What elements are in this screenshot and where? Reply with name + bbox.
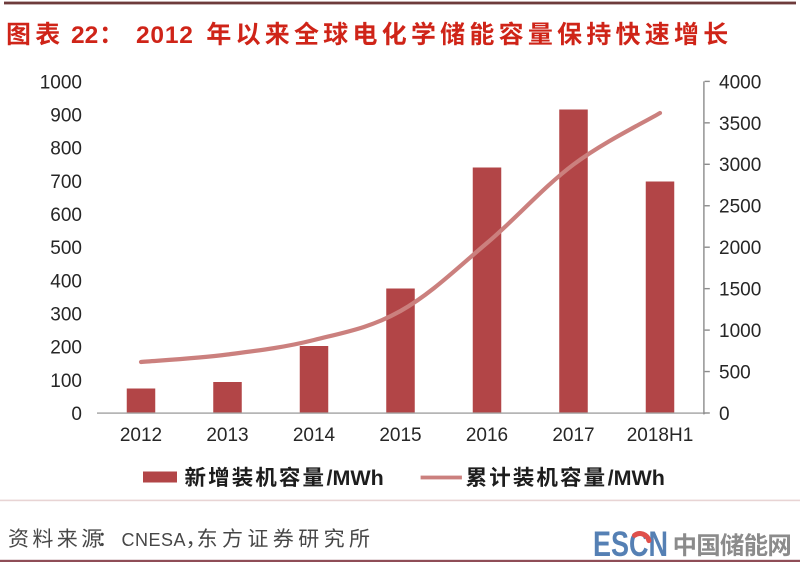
svg-text:3500: 3500 [719,114,761,135]
svg-text:300: 300 [50,305,82,326]
svg-text:400: 400 [50,271,82,292]
svg-text:0: 0 [71,404,82,425]
svg-text:2013: 2013 [206,425,248,446]
svg-text:500: 500 [719,363,751,384]
svg-text:2012: 2012 [136,22,194,49]
svg-text:200: 200 [50,338,82,359]
svg-text:900: 900 [50,106,82,127]
svg-text:1500: 1500 [719,280,761,301]
svg-text:4000: 4000 [719,72,761,93]
svg-text:2018H1: 2018H1 [627,425,694,446]
svg-text:22: 22 [71,22,98,49]
svg-text:2000: 2000 [719,238,761,259]
svg-text:3000: 3000 [719,155,761,176]
svg-text:700: 700 [50,172,82,193]
svg-text:/MWh: /MWh [608,466,665,490]
svg-text:2017: 2017 [552,425,594,446]
svg-text:600: 600 [50,205,82,226]
svg-text:CNESA: CNESA [122,530,187,550]
svg-text:ESCN: ESCN [593,525,668,564]
svg-text:800: 800 [50,139,82,160]
svg-text:100: 100 [50,371,82,392]
svg-text:2015: 2015 [379,425,421,446]
svg-text:500: 500 [50,238,82,259]
svg-text:/MWh: /MWh [327,466,384,490]
svg-text:1000: 1000 [719,321,761,342]
svg-text:1000: 1000 [40,72,82,93]
svg-text:2016: 2016 [466,425,508,446]
svg-text:2014: 2014 [293,425,336,446]
svg-text:0: 0 [719,404,730,425]
svg-text:2500: 2500 [719,197,761,218]
svg-text:2012: 2012 [120,425,162,446]
